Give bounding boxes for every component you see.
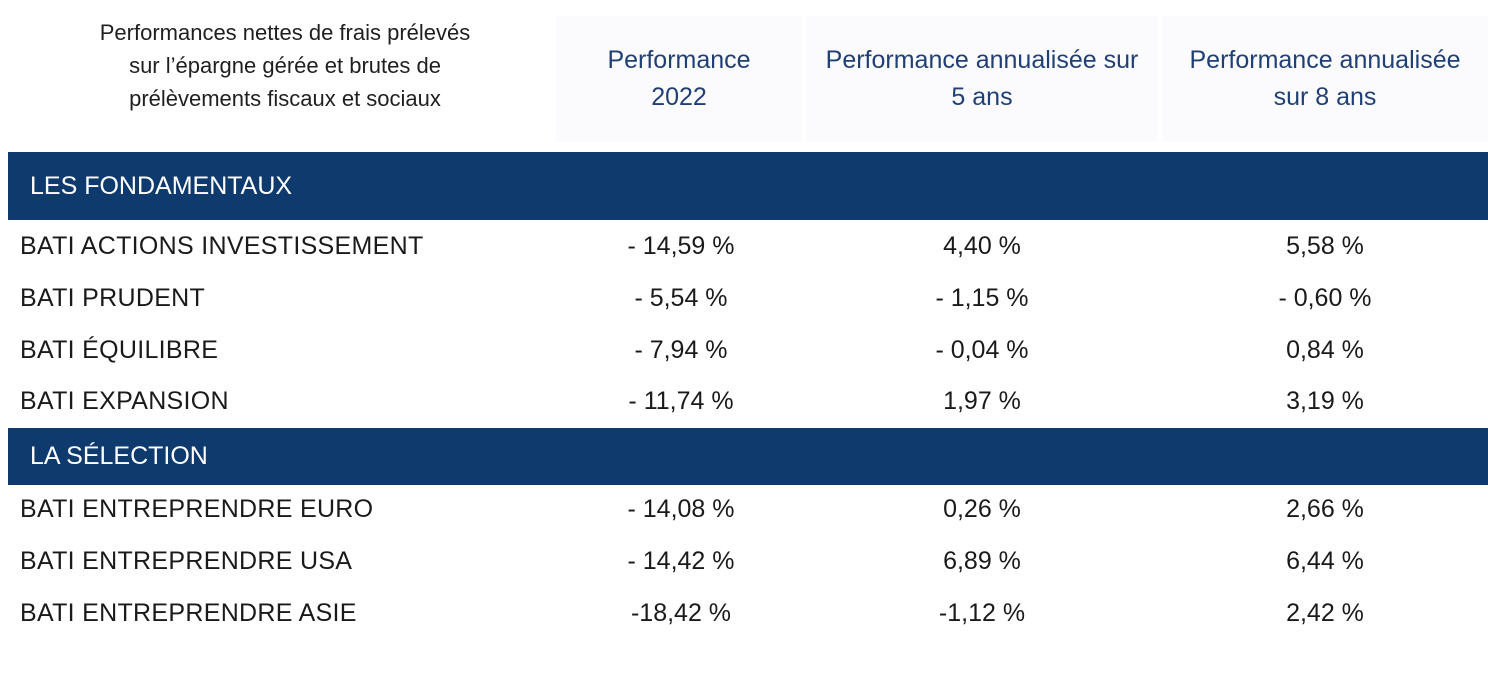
table-row: BATI ENTREPRENDRE USA - 14,42 % 6,89 % 6… <box>0 535 1488 587</box>
table-row: BATI ENTREPRENDRE EURO - 14,08 % 0,26 % … <box>0 483 1488 535</box>
performance-5-ans-value: 4,40 % <box>943 232 1021 260</box>
table-row: BATI EXPANSION - 11,74 % 1,97 % 3,19 % <box>0 375 1488 427</box>
table-header: Performances nettes de frais prélevés su… <box>0 0 1488 152</box>
performance-2022-value: - 14,08 % <box>627 495 735 523</box>
performance-8-ans-value: 2,42 % <box>1286 599 1364 627</box>
fund-name: BATI ENTREPRENDRE USA <box>20 547 353 575</box>
performance-5-ans-value: -1,12 % <box>938 599 1026 627</box>
column-header-performance-2022: Performance 2022 <box>556 16 802 142</box>
section-header-selection: LA SÉLECTION <box>8 428 1488 485</box>
fund-name: BATI ENTREPRENDRE ASIE <box>20 599 357 627</box>
performance-8-ans-value: - 0,60 % <box>1278 284 1372 312</box>
intro-line: prélèvements fiscaux et sociaux <box>129 86 441 111</box>
performance-5-ans-value: 0,26 % <box>943 495 1021 523</box>
column-header-line: 5 ans <box>951 83 1013 111</box>
performance-5-ans-value: 6,89 % <box>943 547 1021 575</box>
performance-2022-value: - 14,59 % <box>627 232 735 260</box>
column-header-performance-8-ans: Performance annualisée sur 8 ans <box>1162 16 1488 142</box>
section-title: LA SÉLECTION <box>30 442 208 470</box>
performance-2022-value: - 7,94 % <box>634 336 728 364</box>
column-header-line: sur 8 ans <box>1273 83 1377 111</box>
performance-8-ans-value: 5,58 % <box>1286 232 1364 260</box>
performance-2022-value: - 11,74 % <box>628 387 734 415</box>
performance-8-ans-value: 6,44 % <box>1286 547 1364 575</box>
table-row: BATI ACTIONS INVESTISSEMENT - 14,59 % 4,… <box>0 220 1488 272</box>
fund-name: BATI ENTREPRENDRE EURO <box>20 495 374 523</box>
performance-5-ans-value: - 0,04 % <box>935 336 1029 364</box>
column-header-performance-5-ans: Performance annualisée sur 5 ans <box>806 16 1158 142</box>
performance-2022-value: -18,42 % <box>630 599 732 627</box>
column-header-line: 2022 <box>651 83 707 111</box>
intro-line: Performances nettes de frais prélevés <box>99 20 471 45</box>
fund-name: BATI PRUDENT <box>20 284 206 312</box>
table-intro-text: Performances nettes de frais prélevés su… <box>40 16 530 115</box>
performance-8-ans-value: 0,84 % <box>1286 336 1364 364</box>
performance-8-ans-value: 3,19 % <box>1286 387 1364 415</box>
performance-5-ans-value: - 1,15 % <box>935 284 1029 312</box>
table-row: BATI ENTREPRENDRE ASIE -18,42 % -1,12 % … <box>0 587 1488 639</box>
column-header-line: Performance <box>607 46 751 74</box>
table-row: BATI PRUDENT - 5,54 % - 1,15 % - 0,60 % <box>0 272 1488 324</box>
performance-5-ans-value: 1,97 % <box>943 387 1021 415</box>
section-title: LES FONDAMENTAUX <box>30 171 293 200</box>
fund-name: BATI ACTIONS INVESTISSEMENT <box>20 232 424 260</box>
intro-line: sur l’épargne gérée et brutes de <box>129 53 441 78</box>
fund-name: BATI ÉQUILIBRE <box>20 336 219 364</box>
column-header-line: Performance annualisée <box>1189 46 1461 74</box>
table-row: BATI ÉQUILIBRE - 7,94 % - 0,04 % 0,84 % <box>0 324 1488 376</box>
performance-8-ans-value: 2,66 % <box>1286 495 1364 523</box>
column-header-line: Performance annualisée sur <box>825 46 1139 74</box>
performance-2022-value: - 5,54 % <box>634 284 728 312</box>
section-header-fondamentaux: LES FONDAMENTAUX <box>8 152 1488 220</box>
performance-2022-value: - 14,42 % <box>627 547 735 575</box>
fund-name: BATI EXPANSION <box>20 387 229 415</box>
